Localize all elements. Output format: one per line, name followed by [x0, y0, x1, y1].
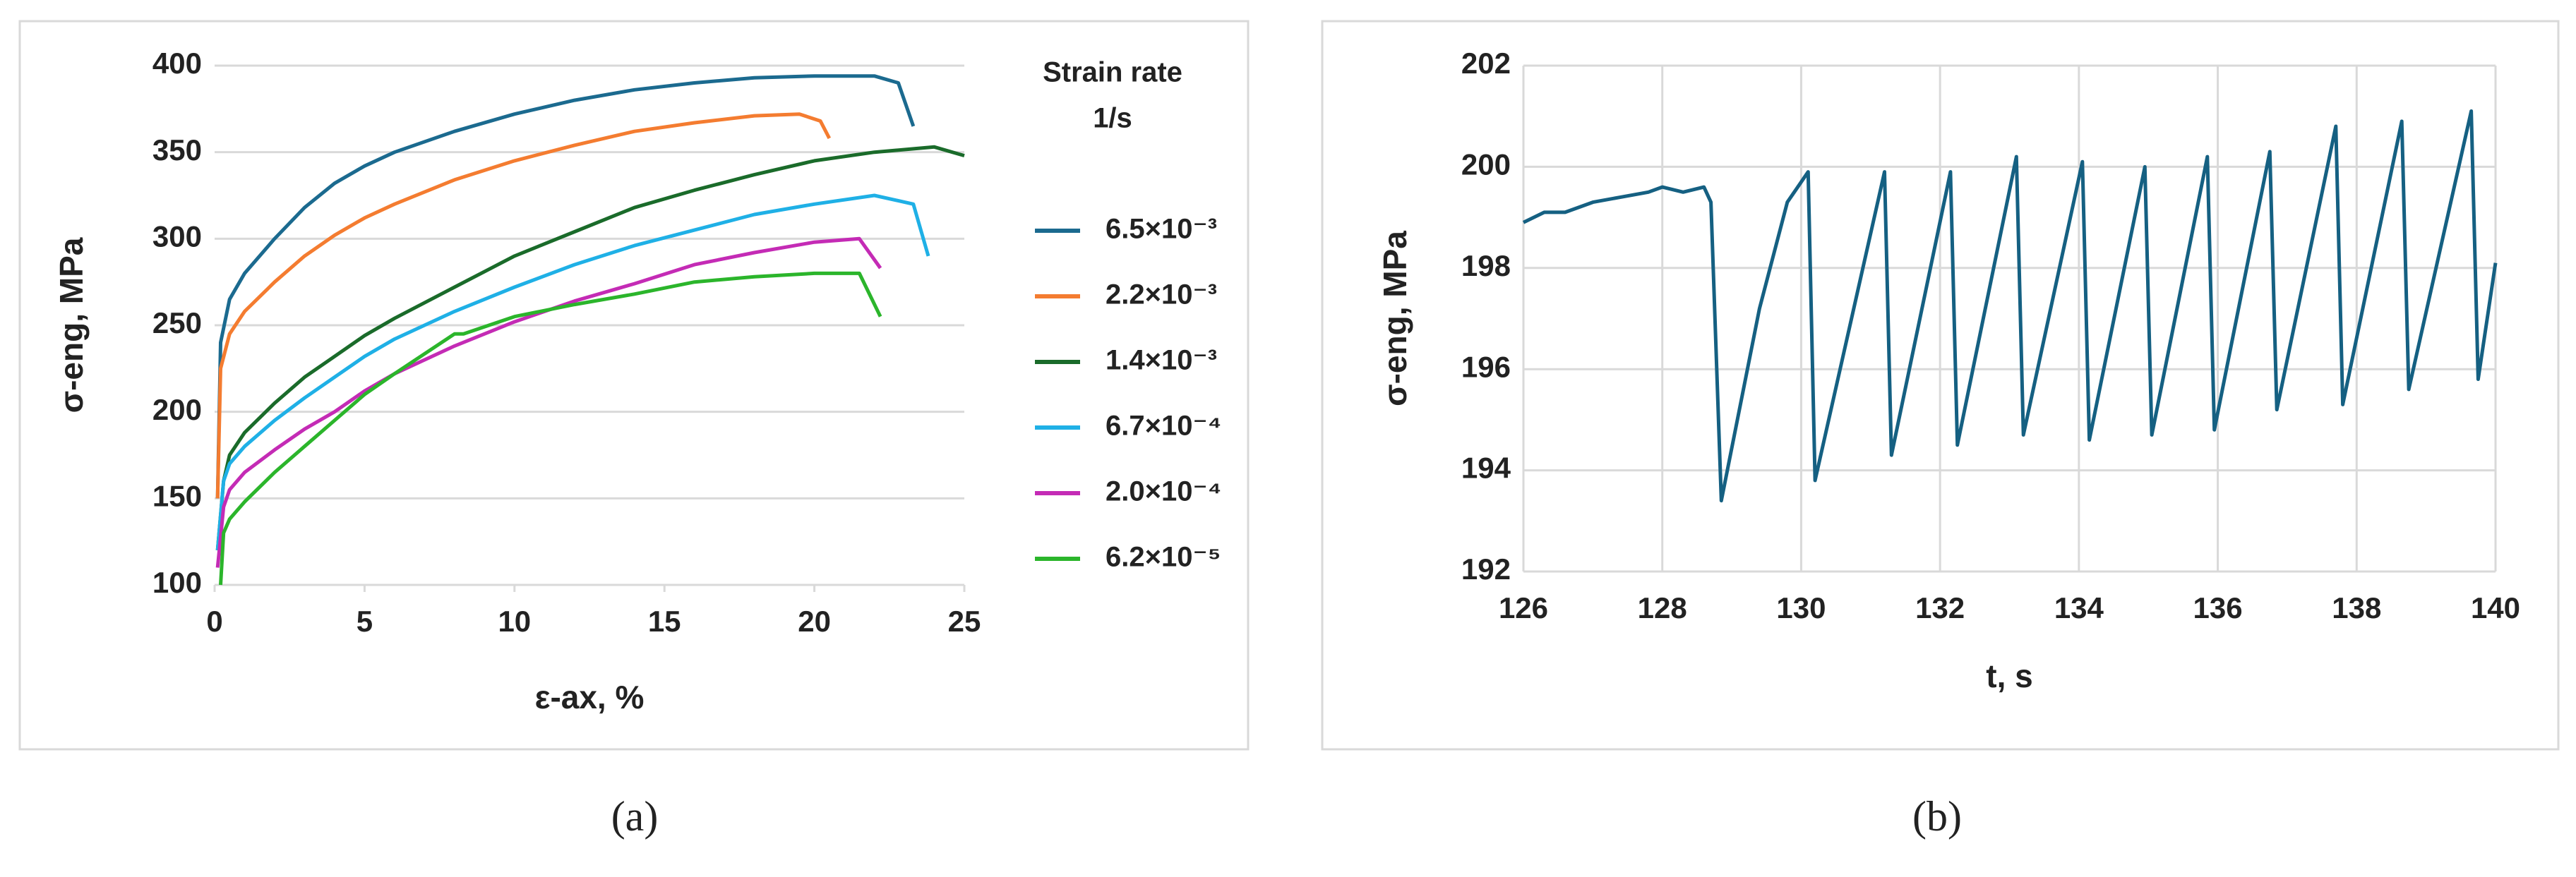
y-tick-label: 350: [152, 133, 202, 167]
x-tick-label: 138: [2332, 591, 2381, 624]
data-line: [215, 74, 916, 499]
x-tick-label: 20: [798, 605, 831, 638]
y-tick-label: 196: [1461, 350, 1511, 383]
y-tick-label: 200: [1461, 147, 1511, 181]
y-tick-label: 100: [152, 566, 202, 599]
x-tick-label: 128: [1638, 591, 1687, 624]
legend-label: 6.5×10⁻³: [1106, 214, 1217, 245]
y-tick-label: 150: [152, 479, 202, 512]
data-line: [1522, 109, 2498, 503]
y-tick-label: 192: [1461, 552, 1511, 586]
y-tick-label: 300: [152, 219, 202, 253]
legend-label: 6.7×10⁻⁴: [1106, 411, 1221, 442]
data-line: [215, 236, 882, 568]
x-tick-label: 140: [2471, 591, 2520, 624]
y-tick-label: 250: [152, 306, 202, 339]
legend-label: 1.4×10⁻³: [1106, 345, 1217, 376]
caption: (b): [1912, 793, 1962, 840]
x-axis-title: ε-ax, %: [535, 679, 645, 715]
y-tick-label: 400: [152, 47, 202, 80]
panel-frame: [18, 20, 1250, 751]
x-tick-label: 130: [1776, 591, 1826, 624]
legend-title: Strain rate: [1043, 57, 1182, 88]
x-tick-label: 15: [648, 605, 681, 638]
data-line: [215, 145, 965, 551]
y-tick-label: 200: [152, 393, 202, 426]
x-tick-label: 126: [1499, 591, 1548, 624]
y-tick-label: 194: [1461, 452, 1511, 485]
y-tick-label: 202: [1461, 47, 1511, 80]
x-tick-label: 5: [357, 605, 373, 638]
x-tick-label: 10: [498, 605, 531, 638]
x-tick-label: 136: [2193, 591, 2243, 624]
data-line: [215, 193, 930, 551]
data-line: [219, 271, 882, 586]
data-line: [215, 112, 832, 499]
legend-label: 2.2×10⁻³: [1106, 279, 1217, 310]
legend-label: 6.2×10⁻⁵: [1106, 542, 1221, 573]
x-tick-label: 25: [948, 605, 981, 638]
caption: (a): [611, 793, 659, 840]
x-tick-label: 132: [1915, 591, 1965, 624]
x-tick-label: 134: [2054, 591, 2104, 624]
y-axis-title: σ-eng, MPa: [1377, 231, 1413, 406]
x-tick-label: 0: [206, 605, 222, 638]
legend-label: 2.0×10⁻⁴: [1106, 476, 1221, 507]
legend-subtitle: 1/s: [1093, 103, 1132, 134]
y-tick-label: 198: [1461, 249, 1511, 282]
x-axis-title: t, s: [1986, 658, 2032, 694]
y-axis-title: σ-eng, MPa: [53, 237, 90, 413]
